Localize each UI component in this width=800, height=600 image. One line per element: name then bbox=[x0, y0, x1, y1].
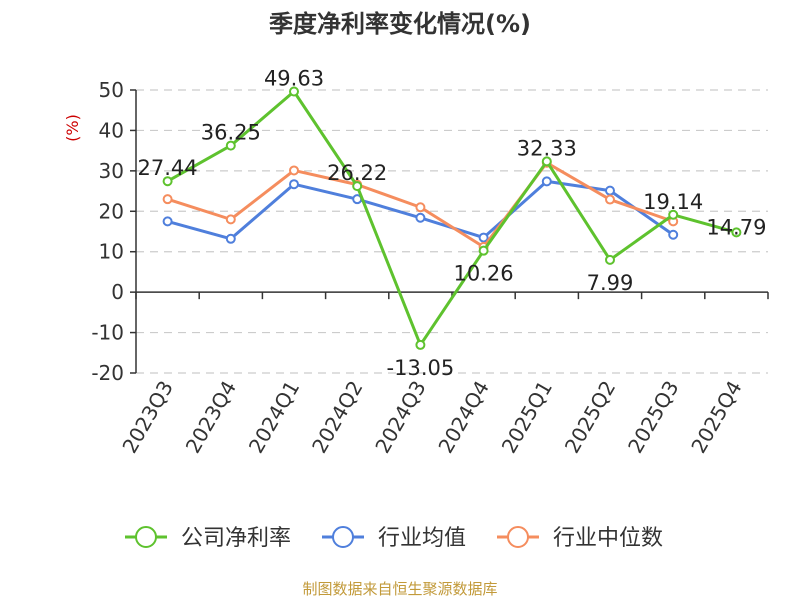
data-point bbox=[731, 227, 742, 238]
data-point bbox=[289, 86, 299, 97]
data-point bbox=[289, 165, 299, 176]
data-point bbox=[162, 176, 173, 187]
x-tick-labels: 2023Q3 2023Q4 2024Q1 2024Q2 2024Q3 2024Q4 2025… bbox=[117, 376, 746, 457]
x-tick-label: 2024Q1 bbox=[244, 377, 304, 458]
chart-title: 季度净利率变化情况(%) bbox=[269, 10, 531, 38]
legend: 公司净利率 行业均值 行业中位数 bbox=[125, 526, 663, 551]
legend-marker bbox=[507, 526, 529, 548]
data-point bbox=[225, 233, 236, 244]
x-tick-label: 2024Q4 bbox=[433, 376, 493, 457]
y-tick-labels: 50 40 30 20 10 0 -10 -20 bbox=[91, 78, 124, 385]
y-axis-unit: (%) bbox=[63, 114, 82, 142]
data-label: 14.79 bbox=[706, 215, 766, 239]
series-line bbox=[166, 89, 737, 347]
data-point bbox=[668, 229, 679, 240]
data-point bbox=[478, 232, 489, 243]
data-point bbox=[225, 214, 236, 225]
y-tick-label: 10 bbox=[99, 240, 124, 264]
data-point bbox=[225, 140, 236, 151]
data-point bbox=[541, 156, 552, 167]
legend-marker bbox=[332, 526, 354, 548]
x-tick-label: 2023Q4 bbox=[181, 377, 241, 458]
data-label: 10.26 bbox=[454, 262, 514, 286]
data-point bbox=[289, 179, 299, 190]
data-point bbox=[605, 254, 615, 265]
data-label: 32.33 bbox=[517, 136, 577, 160]
y-tick-label: 30 bbox=[99, 159, 124, 183]
x-tick-label: 2025Q3 bbox=[623, 377, 683, 458]
data-label: 27.44 bbox=[138, 156, 198, 180]
series-lines bbox=[162, 86, 742, 350]
y-tick-label: 40 bbox=[99, 118, 124, 142]
data-point bbox=[415, 339, 426, 350]
data-label: 26.22 bbox=[327, 161, 387, 185]
legend-label: 行业均值 bbox=[378, 526, 466, 551]
y-tick-label: 50 bbox=[99, 78, 124, 102]
data-point bbox=[162, 194, 173, 205]
legend-label: 公司净利率 bbox=[181, 526, 291, 551]
data-label: -13.05 bbox=[387, 356, 455, 380]
data-point bbox=[352, 181, 363, 192]
data-label: 49.63 bbox=[264, 66, 324, 90]
x-tick-label: 2024Q2 bbox=[307, 377, 367, 458]
data-label: 7.99 bbox=[587, 271, 634, 295]
x-tick-label: 2023Q3 bbox=[117, 377, 177, 458]
data-point bbox=[541, 176, 552, 187]
data-point bbox=[478, 245, 489, 256]
source-note: 制图数据来自恒生聚源数据库 bbox=[302, 580, 497, 598]
data-point bbox=[605, 194, 615, 205]
x-tick-label: 2024Q3 bbox=[370, 377, 430, 458]
data-label: 36.25 bbox=[201, 121, 261, 145]
axes bbox=[130, 89, 769, 374]
x-tick-label: 2025Q4 bbox=[686, 377, 746, 458]
data-label: 19.14 bbox=[643, 190, 703, 214]
data-point bbox=[668, 209, 679, 220]
data-point bbox=[605, 185, 615, 196]
legend-marker bbox=[135, 526, 157, 548]
data-point bbox=[162, 216, 173, 227]
x-tick-label: 2025Q2 bbox=[560, 377, 620, 458]
y-tick-label: -20 bbox=[91, 361, 124, 385]
data-point bbox=[415, 212, 426, 223]
y-tick-label: 20 bbox=[99, 199, 124, 223]
y-tick-label: -10 bbox=[91, 321, 124, 345]
y-tick-label: 0 bbox=[111, 280, 124, 304]
legend-label: 行业中位数 bbox=[553, 526, 663, 551]
data-point bbox=[415, 202, 426, 213]
x-tick-label: 2025Q1 bbox=[497, 377, 557, 458]
